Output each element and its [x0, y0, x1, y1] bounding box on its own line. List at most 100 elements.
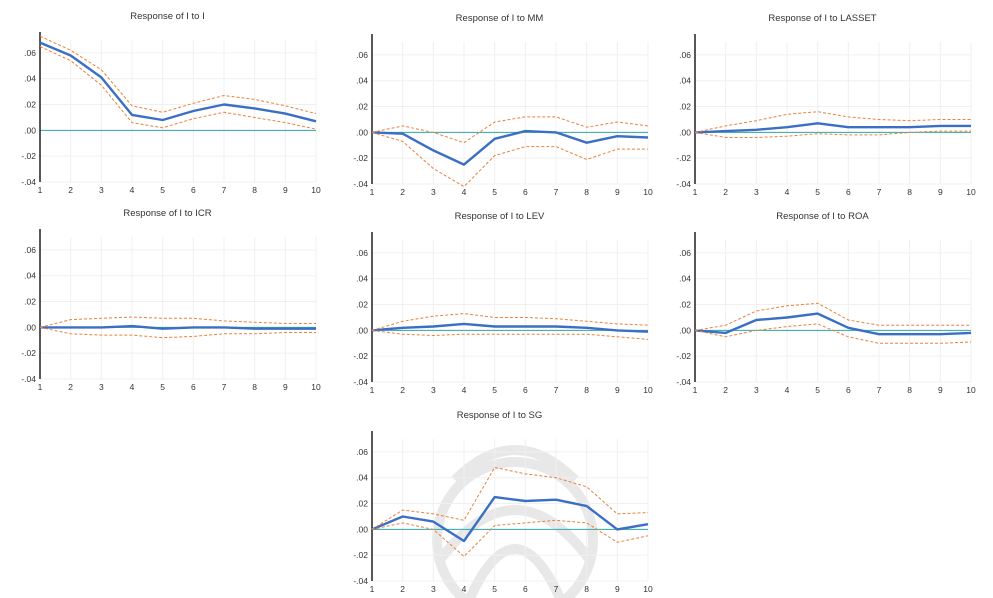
x-tick-label: 5 — [160, 382, 165, 392]
x-tick-label: 2 — [400, 584, 405, 594]
x-tick-label: 2 — [68, 382, 73, 392]
x-tick-label: 10 — [311, 185, 321, 195]
lower-band-line — [39, 46, 317, 130]
y-tick-label: .06 — [24, 245, 36, 255]
upper-band-line — [371, 116, 649, 144]
x-tick-label: 4 — [785, 187, 790, 197]
y-tick-label: .06 — [356, 248, 368, 258]
chart-title: Response of I to ICR — [123, 208, 211, 219]
x-tick-label: 6 — [523, 385, 528, 395]
x-tick-label: 10 — [643, 187, 653, 197]
y-tick-label: .02 — [356, 102, 368, 112]
x-tick-label: 3 — [99, 382, 104, 392]
x-tick-label: 7 — [554, 584, 559, 594]
x-tick-label: 2 — [400, 385, 405, 395]
x-tick-label: 5 — [815, 385, 820, 395]
x-tick-label: 3 — [754, 187, 759, 197]
chart-title: Response of I to MM — [456, 13, 544, 24]
x-tick-label: 5 — [492, 584, 497, 594]
response-line — [371, 129, 649, 166]
x-tick-label: 8 — [584, 187, 589, 197]
y-tick-label: -.02 — [676, 351, 691, 361]
y-tick-label: -.04 — [676, 377, 691, 387]
x-tick-label: 9 — [283, 382, 288, 392]
x-tick-label: 3 — [431, 187, 436, 197]
lower-band-line — [371, 519, 649, 558]
panel-i-to-mm: Response of I to MM .06.04.02.00 -.02 -.04 1… — [352, 8, 657, 197]
y-tick-label: -.04 — [21, 177, 36, 187]
x-tick-label: 2 — [723, 187, 728, 197]
panel-i-to-sg: Response of I to SG .06.04.02.00 -.02 -.04 1… — [352, 405, 657, 594]
x-tick-label: 9 — [938, 187, 943, 197]
x-tick-label: 1 — [370, 584, 375, 594]
lower-band-line — [371, 329, 649, 340]
x-tick-label: 7 — [554, 187, 559, 197]
upper-band-line — [39, 316, 316, 328]
upper-band-line — [371, 466, 649, 530]
y-tick-label: .06 — [356, 447, 368, 457]
upper-band-line — [39, 35, 317, 115]
y-tick-label: .06 — [679, 248, 691, 258]
y-tick-label: .00 — [356, 127, 368, 137]
x-tick-label: 10 — [966, 385, 976, 395]
y-tick-label: .02 — [356, 499, 368, 509]
x-tick-label: 5 — [492, 187, 497, 197]
x-tick-label: 8 — [584, 584, 589, 594]
upper-band-line — [694, 111, 971, 133]
y-tick-label: .04 — [679, 76, 691, 86]
y-tick-label: .04 — [356, 76, 368, 86]
irf-chart: Response of I to I .06 .04 .02 .00 -.02 -.041 2… — [21, 11, 321, 195]
x-tick-label: 9 — [283, 185, 288, 195]
x-tick-label: 1 — [693, 187, 698, 197]
y-tick-label: .02 — [24, 100, 36, 110]
x-tick-label: 5 — [160, 185, 165, 195]
x-tick-label: 6 — [191, 382, 196, 392]
x-tick-label: 9 — [938, 385, 943, 395]
x-tick-label: 3 — [754, 385, 759, 395]
y-tick-label: -.02 — [353, 550, 368, 560]
panel-i-to-lev: Response of I to LEV .06 .04 .02 .00 -.02 -.04… — [352, 206, 657, 395]
x-tick-label: 5 — [815, 187, 820, 197]
chart-title: Response of I to SG — [457, 410, 543, 421]
y-tick-label: .06 — [24, 48, 36, 58]
x-tick-label: 7 — [554, 385, 559, 395]
response-line — [371, 495, 649, 543]
y-tick-label: .02 — [356, 300, 368, 310]
x-tick-label: 3 — [431, 584, 436, 594]
x-tick-label: 8 — [907, 187, 912, 197]
x-tick-label: 7 — [222, 185, 227, 195]
x-tick-label: 3 — [431, 385, 436, 395]
x-tick-label: 9 — [615, 584, 620, 594]
y-tick-label: .04 — [356, 274, 368, 284]
x-tick-label: 6 — [846, 187, 851, 197]
panel-i-to-icr: Response of I to ICR .06 .04 .02 .00 -.02 -.04… — [20, 203, 325, 392]
x-tick-label: 1 — [38, 382, 43, 392]
x-tick-label: 4 — [462, 584, 467, 594]
x-tick-label: 4 — [130, 185, 135, 195]
x-tick-label: 1 — [693, 385, 698, 395]
x-tick-label: 9 — [615, 187, 620, 197]
x-tick-label: 4 — [462, 385, 467, 395]
y-tick-label: .06 — [356, 50, 368, 60]
y-tick-label: -.04 — [353, 377, 368, 387]
y-tick-label: -.02 — [353, 153, 368, 163]
irf-chart: Response of I to LASSET .06 .04 .02 .00 -.02 -… — [676, 13, 976, 197]
x-tick-label: 4 — [785, 385, 790, 395]
y-tick-label: .04 — [356, 473, 368, 483]
y-tick-label: -.02 — [676, 153, 691, 163]
chart-title: Response of I to I — [130, 11, 204, 22]
y-tick-label: .00 — [356, 524, 368, 534]
upper-band-line — [371, 313, 649, 331]
x-tick-label: 2 — [723, 385, 728, 395]
x-tick-label: 10 — [643, 385, 653, 395]
x-tick-label: 2 — [400, 187, 405, 197]
y-tick-label: .02 — [24, 297, 36, 307]
x-tick-label: 6 — [523, 584, 528, 594]
y-tick-label: -.02 — [353, 351, 368, 361]
response-line — [694, 122, 971, 134]
irf-chart: Response of I to MM.06.04.02.00-.02-.041… — [353, 13, 653, 197]
x-tick-label: 8 — [252, 185, 257, 195]
y-tick-label: .00 — [679, 325, 691, 335]
lower-band-line — [694, 323, 972, 344]
x-tick-label: 1 — [370, 385, 375, 395]
